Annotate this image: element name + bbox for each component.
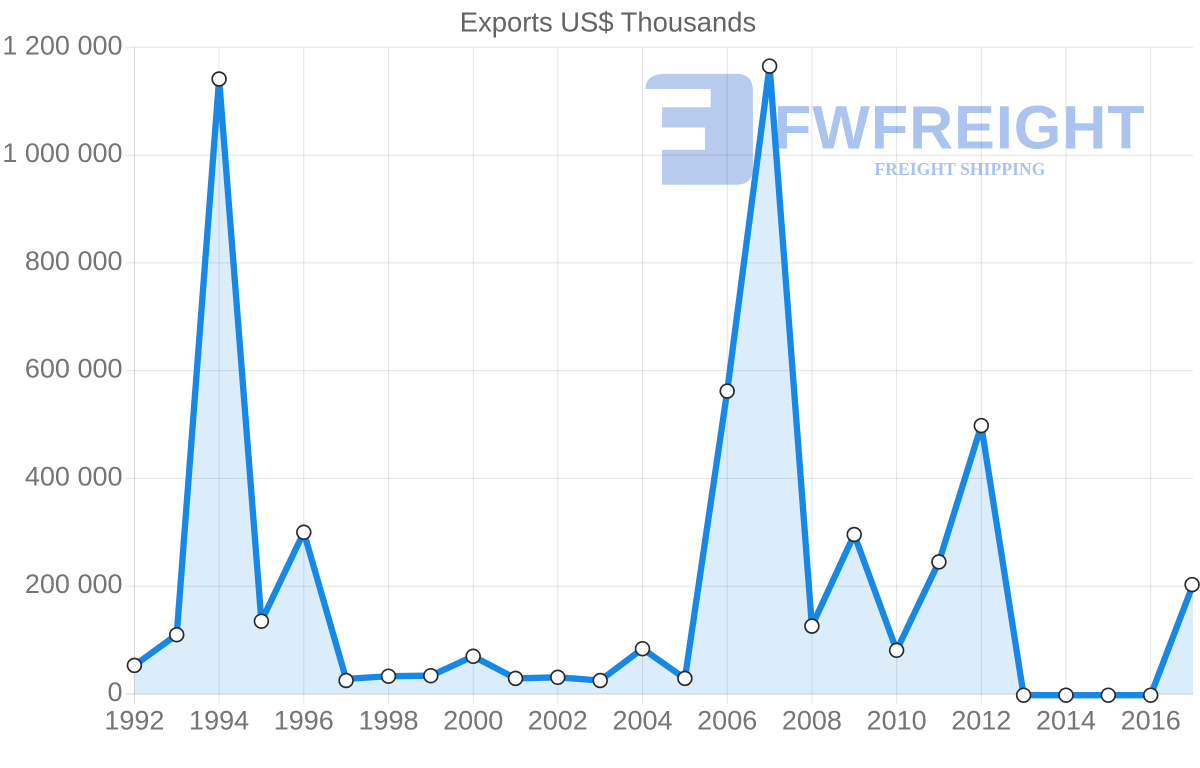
svg-text:0: 0 bbox=[107, 677, 122, 707]
svg-text:1 200 000: 1 200 000 bbox=[2, 30, 122, 60]
svg-text:2010: 2010 bbox=[867, 706, 927, 736]
svg-text:1992: 1992 bbox=[104, 706, 164, 736]
svg-text:2006: 2006 bbox=[697, 706, 757, 736]
svg-text:600 000: 600 000 bbox=[25, 354, 123, 384]
svg-text:2014: 2014 bbox=[1036, 706, 1096, 736]
svg-text:2012: 2012 bbox=[951, 706, 1011, 736]
svg-text:FWFREIGHT: FWFREIGHT bbox=[774, 94, 1146, 162]
svg-text:FREIGHT SHIPPING: FREIGHT SHIPPING bbox=[875, 159, 1046, 179]
svg-text:1998: 1998 bbox=[358, 706, 418, 736]
svg-text:Exports US$ Thousands: Exports US$ Thousands bbox=[460, 7, 756, 38]
svg-text:2004: 2004 bbox=[612, 706, 672, 736]
svg-text:2016: 2016 bbox=[1121, 706, 1181, 736]
svg-text:1996: 1996 bbox=[274, 706, 334, 736]
svg-text:400 000: 400 000 bbox=[25, 461, 123, 491]
svg-text:2000: 2000 bbox=[443, 706, 503, 736]
svg-text:200 000: 200 000 bbox=[25, 569, 123, 599]
svg-text:2008: 2008 bbox=[782, 706, 842, 736]
svg-text:1994: 1994 bbox=[189, 706, 249, 736]
svg-text:800 000: 800 000 bbox=[25, 246, 123, 276]
svg-text:1 000 000: 1 000 000 bbox=[2, 138, 122, 168]
svg-text:2002: 2002 bbox=[528, 706, 588, 736]
